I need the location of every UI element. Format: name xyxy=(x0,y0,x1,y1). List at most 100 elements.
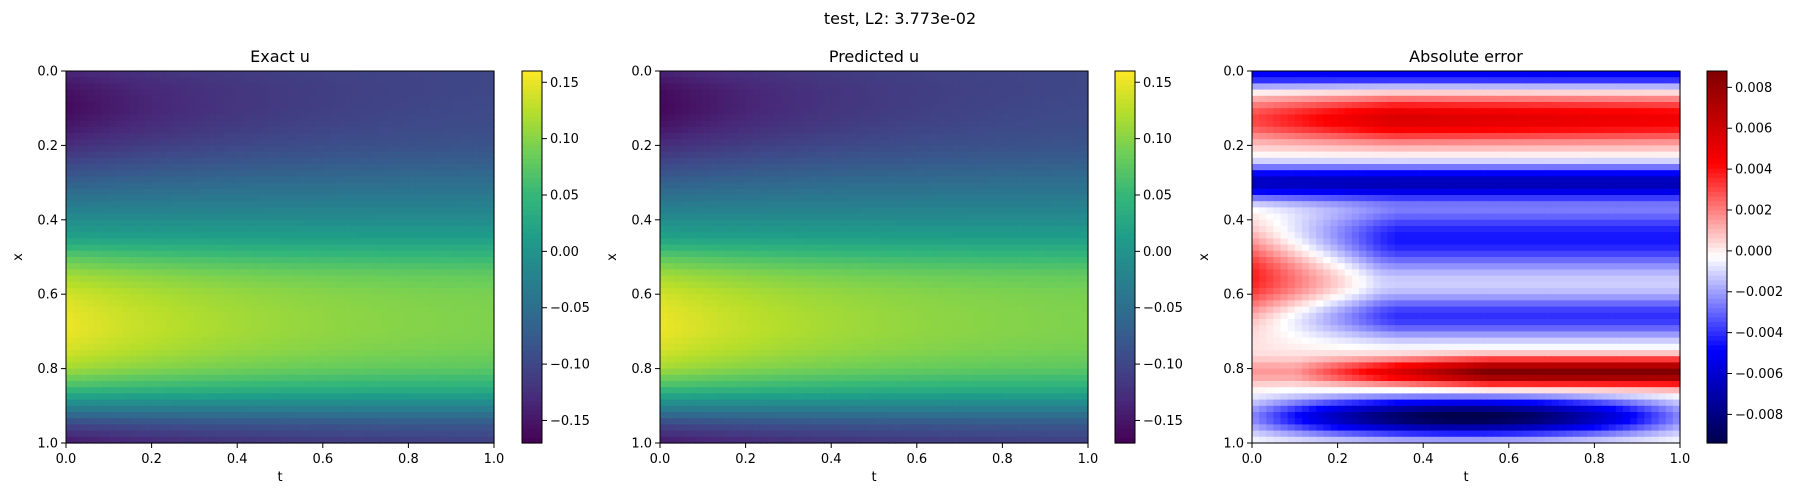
heatmap-cell xyxy=(1009,89,1018,97)
heatmap-cell xyxy=(1038,83,1046,91)
heatmap-cell xyxy=(222,226,231,233)
heatmap-cell xyxy=(959,77,968,84)
heatmap-cell xyxy=(180,157,188,165)
colorbar-segment xyxy=(522,131,542,137)
heatmap-cell xyxy=(738,145,747,153)
heatmap-cell xyxy=(165,207,174,215)
heatmap-cell xyxy=(215,170,224,177)
heatmap-cell xyxy=(287,281,295,289)
heatmap-cell xyxy=(201,213,210,221)
heatmap-cell xyxy=(101,151,110,159)
heatmap-cell xyxy=(1052,170,1061,177)
heatmap-cell xyxy=(429,436,438,444)
heatmap-cell xyxy=(329,362,338,370)
heatmap-cell xyxy=(1030,126,1039,134)
heatmap-cell xyxy=(194,195,203,202)
heatmap-cell xyxy=(244,83,253,91)
heatmap-cell xyxy=(988,89,996,97)
heatmap-cell xyxy=(258,213,267,221)
heatmap-cell xyxy=(681,139,690,146)
heatmap-cell xyxy=(387,306,395,314)
heatmap-cell xyxy=(472,182,481,190)
heatmap-cell xyxy=(1073,139,1082,146)
heatmap-cell xyxy=(1045,188,1053,196)
heatmap-cell xyxy=(137,430,146,438)
heatmap-cell xyxy=(123,77,131,84)
heatmap-cell xyxy=(859,157,868,165)
heatmap-cell xyxy=(973,102,982,109)
heatmap-cell xyxy=(429,350,438,357)
heatmap-cell xyxy=(222,207,231,215)
heatmap-cell xyxy=(165,238,174,246)
heatmap-cell xyxy=(422,176,431,184)
heatmap-cell xyxy=(208,430,217,438)
heatmap-cell xyxy=(802,133,811,140)
heatmap-cell xyxy=(222,412,231,419)
heatmap-cell xyxy=(831,133,839,140)
heatmap-cell xyxy=(401,325,409,332)
heatmap-cell xyxy=(1030,157,1039,165)
heatmap-cell xyxy=(73,374,81,382)
heatmap-cell xyxy=(265,412,274,419)
heatmap-cell xyxy=(66,300,74,308)
heatmap-cell xyxy=(258,114,267,122)
heatmap-cell xyxy=(123,399,131,407)
heatmap-cell xyxy=(265,424,274,432)
heatmap-cell xyxy=(194,71,203,78)
heatmap-cell xyxy=(959,71,968,78)
heatmap-cell xyxy=(80,263,88,270)
heatmap-cell xyxy=(344,337,352,345)
heatmap-cell xyxy=(322,95,331,103)
heatmap-cell xyxy=(144,157,153,165)
heatmap-cell xyxy=(251,71,260,78)
heatmap-cell xyxy=(222,325,231,332)
heatmap-cell xyxy=(981,182,989,190)
heatmap-cell xyxy=(115,381,124,388)
heatmap-cell xyxy=(101,325,110,332)
heatmap-cell xyxy=(208,300,217,308)
heatmap-cell xyxy=(265,418,274,425)
heatmap-cell xyxy=(287,188,295,196)
heatmap-cell xyxy=(1059,182,1068,190)
heatmap-cell xyxy=(408,139,417,146)
heatmap-cell xyxy=(251,269,260,277)
heatmap-cell xyxy=(258,188,267,196)
heatmap-cell xyxy=(265,381,274,388)
heatmap-cell xyxy=(358,182,367,190)
heatmap-cell xyxy=(809,145,818,153)
heatmap-cell xyxy=(938,95,946,103)
heatmap-cell xyxy=(451,275,459,283)
heatmap-cell xyxy=(151,281,160,289)
heatmap-cell xyxy=(87,362,96,370)
heatmap-cell xyxy=(387,188,395,196)
heatmap-cell xyxy=(80,145,88,153)
heatmap-cell xyxy=(486,120,495,128)
heatmap-cell xyxy=(301,188,310,196)
heatmap-cell xyxy=(358,312,367,320)
heatmap-cell xyxy=(931,164,939,171)
heatmap-cell xyxy=(387,331,395,339)
heatmap-cell xyxy=(809,164,818,171)
heatmap-cell xyxy=(795,102,804,109)
heatmap-cell xyxy=(394,89,402,97)
heatmap-cell xyxy=(874,83,882,91)
heatmap-cell xyxy=(838,114,847,122)
heatmap-cell xyxy=(151,288,160,295)
heatmap-cell xyxy=(73,151,81,159)
heatmap-cell xyxy=(838,151,847,159)
heatmap-cell xyxy=(1080,170,1089,177)
heatmap-cell xyxy=(745,195,754,202)
heatmap-cell xyxy=(173,126,181,134)
heatmap-cell xyxy=(308,362,317,370)
heatmap-cell xyxy=(802,195,811,202)
heatmap-cell xyxy=(415,281,424,289)
heatmap-cell xyxy=(244,102,253,109)
heatmap-cell xyxy=(294,306,302,314)
heatmap-cell xyxy=(280,232,288,239)
heatmap-cell xyxy=(187,325,195,332)
heatmap-cell xyxy=(429,269,438,277)
heatmap-cell xyxy=(717,151,725,159)
heatmap-cell xyxy=(101,157,110,165)
heatmap-cell xyxy=(315,244,324,252)
heatmap-cell xyxy=(173,331,181,339)
